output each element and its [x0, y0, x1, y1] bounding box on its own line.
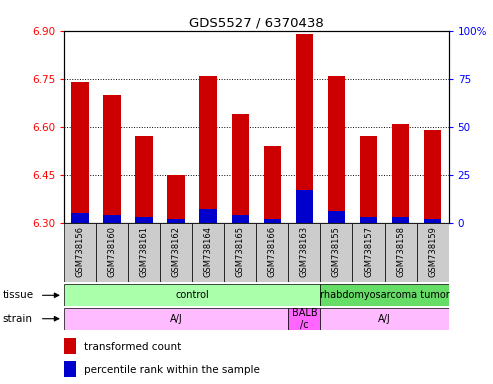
Bar	[64, 308, 288, 330]
Bar	[360, 136, 377, 223]
Title: GDS5527 / 6370438: GDS5527 / 6370438	[189, 17, 324, 30]
Text: GSM738162: GSM738162	[172, 226, 181, 277]
Text: GSM738159: GSM738159	[428, 226, 437, 276]
Bar	[424, 219, 441, 223]
Bar	[200, 76, 217, 223]
Text: GSM738165: GSM738165	[236, 226, 245, 277]
Bar	[71, 213, 89, 223]
Bar	[136, 136, 153, 223]
Bar	[328, 211, 345, 223]
Text: GSM738157: GSM738157	[364, 226, 373, 277]
Bar	[296, 190, 313, 223]
Bar	[168, 175, 185, 223]
Bar	[385, 223, 417, 282]
Bar	[104, 95, 121, 223]
Bar	[392, 217, 409, 223]
Bar	[64, 223, 96, 282]
Bar	[320, 284, 449, 306]
Bar	[328, 76, 345, 223]
Text: control: control	[176, 290, 209, 300]
Text: GSM738158: GSM738158	[396, 226, 405, 277]
Text: percentile rank within the sample: percentile rank within the sample	[84, 365, 260, 375]
Bar	[296, 34, 313, 223]
Text: GSM738155: GSM738155	[332, 226, 341, 276]
Text: GSM738163: GSM738163	[300, 226, 309, 277]
Bar	[288, 308, 320, 330]
Bar	[352, 223, 385, 282]
Text: rhabdomyosarcoma tumor: rhabdomyosarcoma tumor	[319, 290, 450, 300]
Bar	[64, 284, 320, 306]
Text: transformed count: transformed count	[84, 342, 181, 352]
Bar	[232, 215, 249, 223]
Bar	[288, 223, 320, 282]
Text: GSM738161: GSM738161	[140, 226, 149, 277]
Bar	[320, 308, 449, 330]
Text: A/J: A/J	[170, 314, 182, 324]
Bar	[168, 219, 185, 223]
Bar	[424, 130, 441, 223]
Bar	[392, 124, 409, 223]
Bar	[71, 82, 89, 223]
Bar	[64, 361, 76, 377]
Text: A/J: A/J	[378, 314, 391, 324]
Bar	[136, 217, 153, 223]
Bar	[264, 219, 281, 223]
Text: tissue: tissue	[2, 290, 34, 300]
Bar	[264, 146, 281, 223]
Bar	[417, 223, 449, 282]
Bar	[128, 223, 160, 282]
Bar	[160, 223, 192, 282]
Bar	[224, 223, 256, 282]
Bar	[256, 223, 288, 282]
Bar	[360, 217, 377, 223]
Bar	[320, 223, 352, 282]
Bar	[192, 223, 224, 282]
Text: BALB
/c: BALB /c	[292, 308, 317, 329]
Text: GSM738156: GSM738156	[75, 226, 85, 277]
Text: GSM738166: GSM738166	[268, 226, 277, 277]
Bar	[64, 338, 76, 354]
Bar	[104, 215, 121, 223]
Bar	[232, 114, 249, 223]
Text: GSM738164: GSM738164	[204, 226, 213, 277]
Bar	[96, 223, 128, 282]
Text: strain: strain	[2, 314, 33, 324]
Bar	[200, 209, 217, 223]
Text: GSM738160: GSM738160	[107, 226, 117, 277]
